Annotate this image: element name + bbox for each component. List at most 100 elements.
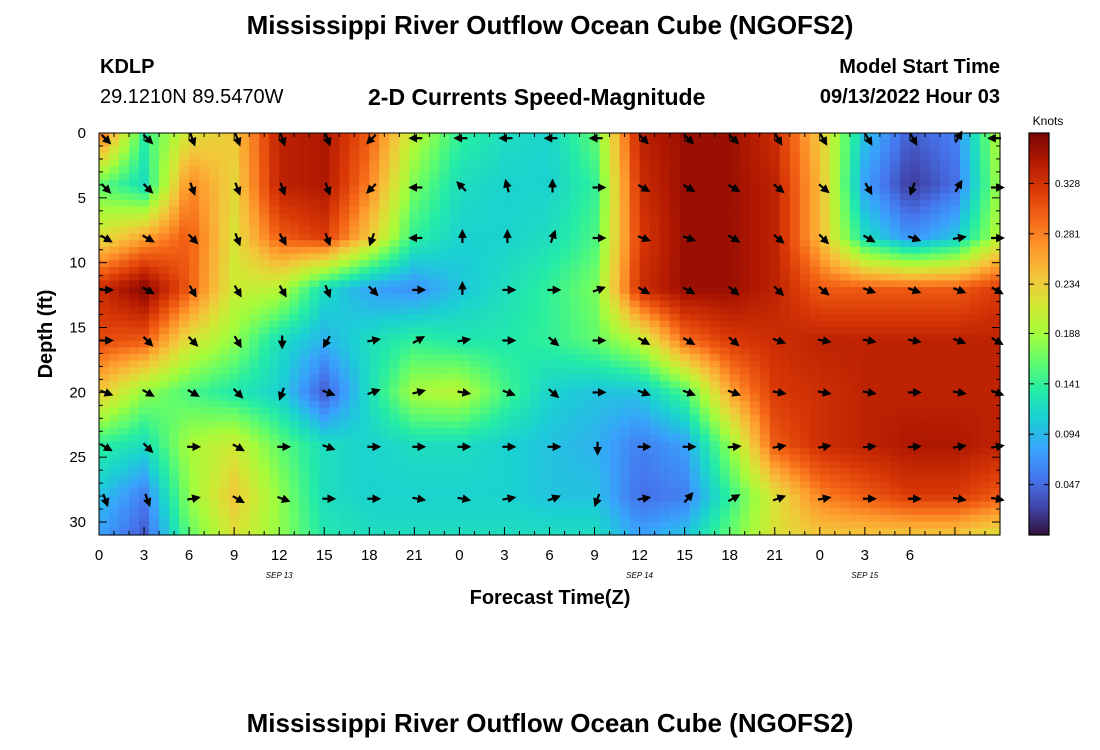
heatmap-cell [489, 441, 501, 449]
heatmap-cell [809, 193, 821, 201]
heatmap-cell [559, 461, 571, 469]
heatmap-cell [959, 434, 971, 442]
heatmap-cell [229, 401, 240, 409]
heatmap-cell [939, 414, 951, 422]
heatmap-cell [939, 153, 951, 161]
heatmap-cell [139, 146, 150, 154]
heatmap-cell [779, 307, 791, 315]
heatmap-cell [759, 334, 771, 342]
heatmap-cell [839, 481, 851, 489]
heatmap-cell [659, 200, 671, 208]
heatmap-cell [649, 454, 661, 462]
heatmap-cell [819, 354, 831, 362]
heatmap-cell [359, 414, 370, 422]
heatmap-cell [939, 139, 951, 147]
heatmap-cell [399, 220, 410, 228]
heatmap-cell [719, 354, 731, 362]
heatmap-cell [389, 226, 400, 235]
heatmap-cell [349, 320, 360, 328]
heatmap-cell [949, 260, 961, 268]
heatmap-cell [949, 468, 961, 476]
heatmap-cell [99, 367, 110, 375]
heatmap-cell [339, 414, 350, 422]
heatmap-cell [449, 374, 460, 382]
heatmap-cell [729, 394, 741, 402]
heatmap-cell [449, 200, 460, 208]
heatmap-cell [419, 447, 430, 456]
heatmap-cell [219, 293, 230, 302]
heatmap-cell [549, 146, 561, 154]
heatmap-cell [109, 454, 120, 462]
heatmap-cell [519, 401, 531, 409]
heatmap-cell [279, 481, 290, 489]
heatmap-cell [899, 320, 911, 328]
heatmap-cell [249, 468, 260, 476]
heatmap-cell [709, 166, 721, 174]
heatmap-cell [99, 447, 110, 456]
heatmap-cell [199, 394, 210, 402]
heatmap-cell [509, 360, 521, 369]
heatmap-cell [519, 421, 531, 429]
heatmap-cell [779, 447, 791, 456]
heatmap-cell [609, 320, 621, 328]
heatmap-cell [949, 488, 961, 496]
heatmap-cell [909, 414, 921, 422]
heatmap-cell [799, 287, 811, 295]
heatmap-cell [239, 461, 250, 469]
heatmap-cell [219, 380, 230, 389]
heatmap-cell [989, 246, 1001, 255]
heatmap-cell [309, 374, 320, 382]
heatmap-cell [439, 146, 450, 154]
heatmap-cell [329, 367, 340, 375]
heatmap-cell [769, 146, 781, 154]
heatmap-cell [119, 320, 130, 328]
heatmap-cell [879, 133, 891, 141]
heatmap-cell [329, 173, 340, 181]
heatmap-cell [909, 387, 921, 395]
heatmap-cell [869, 447, 881, 456]
heatmap-cell [589, 394, 601, 402]
heatmap-cell [239, 374, 250, 382]
heatmap-cell [849, 374, 861, 382]
heatmap-cell [749, 414, 761, 422]
heatmap-cell [939, 320, 951, 328]
heatmap-cell [239, 407, 250, 415]
heatmap-cell [709, 434, 721, 442]
heatmap-cell [459, 280, 471, 288]
heatmap-cell [239, 387, 250, 395]
heatmap-cell [729, 414, 741, 422]
heatmap-cell [979, 441, 991, 449]
heatmap-cell [259, 334, 270, 342]
heatmap-cell [739, 159, 751, 168]
heatmap-cell [759, 447, 771, 456]
heatmap-cell [929, 206, 941, 214]
heatmap-cell [949, 320, 961, 328]
heatmap-cell [429, 260, 440, 268]
heatmap-cell [409, 488, 420, 496]
heatmap-cell [789, 421, 801, 429]
heatmap-cell [459, 220, 471, 228]
heatmap-cell [919, 340, 931, 348]
heatmap-cell [489, 387, 501, 395]
heatmap-cell [879, 173, 891, 181]
heatmap-cell [379, 347, 390, 355]
heatmap-cell [429, 374, 440, 382]
heatmap-cell [729, 427, 741, 436]
heatmap-cell [429, 407, 440, 415]
heatmap-cell [679, 441, 691, 449]
heatmap-cell [579, 474, 591, 482]
heatmap-cell [629, 307, 641, 315]
heatmap-cell [719, 340, 731, 348]
heatmap-cell [369, 468, 380, 476]
heatmap-cell [529, 300, 541, 308]
heatmap-cell [989, 380, 1001, 389]
heatmap-cell [889, 206, 901, 214]
heatmap-cell [539, 461, 551, 469]
heatmap-cell [379, 447, 390, 456]
heatmap-cell [859, 159, 871, 168]
heatmap-cell [399, 360, 410, 369]
heatmap-cell [979, 407, 991, 415]
heatmap-cell [289, 334, 300, 342]
heatmap-cell [919, 427, 931, 436]
heatmap-cell [149, 267, 160, 275]
